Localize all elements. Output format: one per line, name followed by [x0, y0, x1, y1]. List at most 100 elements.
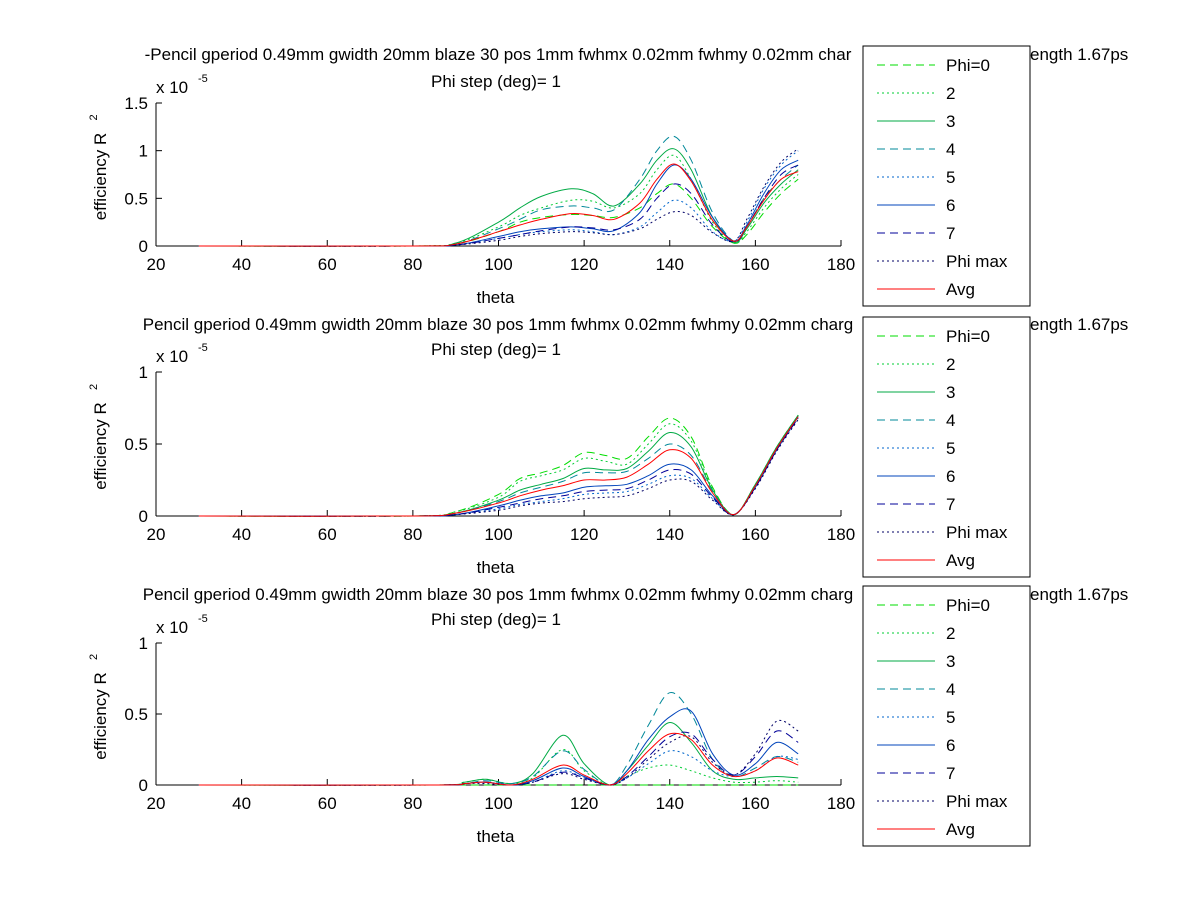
x-tick-label: 60 [318, 255, 337, 274]
y-tick-label: 0.5 [124, 189, 148, 208]
legend-label: Phi max [946, 252, 1008, 271]
legend-box [862, 585, 1031, 847]
series-line-6 [198, 708, 799, 786]
series-line-3 [198, 414, 799, 517]
legend-label: 6 [946, 736, 955, 755]
legend-label: Phi max [946, 792, 1008, 811]
legend-label: 5 [946, 708, 955, 727]
legend-label: Avg [946, 551, 975, 570]
chart-title-line2: Phi step (deg)= 1 [431, 72, 561, 91]
y-tick-label: 1.5 [124, 94, 148, 113]
x-tick-label: 180 [827, 255, 855, 274]
y-exponent-label: x 10 [156, 618, 188, 637]
x-tick-label: 40 [232, 794, 251, 813]
x-tick-label: 100 [484, 794, 512, 813]
x-tick-label: 20 [147, 794, 166, 813]
series-line-9 [198, 416, 799, 517]
series-line-7 [198, 164, 799, 247]
chart-title-line1: Pencil gperiod 0.49mm gwidth 20mm blaze … [143, 315, 854, 334]
series-line-3 [198, 148, 799, 247]
series-line-9 [198, 163, 799, 247]
legend: Phi=0 2 3 4 5 6 7 Phi max Avg [862, 316, 1031, 578]
x-tick-label: 20 [147, 525, 166, 544]
legend-label: 2 [946, 624, 955, 643]
x-tick-label: 60 [318, 525, 337, 544]
y-tick-label: 1 [139, 363, 148, 382]
series-line-2 [198, 154, 799, 247]
legend-label: 4 [946, 140, 955, 159]
y-axis-label-superscript: 2 [88, 114, 100, 120]
chart-title-line2: Phi step (deg)= 1 [431, 340, 561, 359]
x-tick-label: 160 [741, 794, 769, 813]
series-line-8 [198, 419, 799, 517]
y-axis-label: efficiency R [91, 133, 110, 221]
series-line-4 [198, 135, 799, 247]
x-tick-label: 160 [741, 255, 769, 274]
x-tick-label: 60 [318, 794, 337, 813]
legend-label: 3 [946, 652, 955, 671]
legend: Phi=0 2 3 4 5 6 7 Phi max Avg [862, 585, 1031, 847]
legend-box [862, 45, 1031, 307]
chart-panel-3: Pencil gperiod 0.49mm gwidth 20mm blaze … [88, 585, 1128, 847]
legend-label: 6 [946, 196, 955, 215]
y-tick-label: 0.5 [124, 705, 148, 724]
legend-label: 3 [946, 112, 955, 131]
y-exponent-label: x 10 [156, 78, 188, 97]
y-axis-label: efficiency R [91, 402, 110, 490]
series-line-3 [198, 721, 799, 786]
x-tick-label: 40 [232, 255, 251, 274]
legend-label: 6 [946, 467, 955, 486]
legend: Phi=0 2 3 4 5 6 7 Phi max Avg [862, 45, 1031, 307]
y-exponent-superscript: -5 [198, 73, 208, 85]
x-axis-label: theta [477, 558, 515, 577]
series-line-9 [198, 732, 799, 786]
legend-label: Avg [946, 820, 975, 839]
y-exponent-superscript: -5 [198, 342, 208, 354]
y-exponent-label: x 10 [156, 347, 188, 366]
y-tick-label: 0 [139, 776, 148, 795]
legend-label: 3 [946, 383, 955, 402]
x-tick-label: 100 [484, 255, 512, 274]
legend-label: 5 [946, 168, 955, 187]
y-axis-label-superscript: 2 [88, 654, 100, 660]
y-tick-label: 0.5 [124, 435, 148, 454]
series-line-4 [198, 416, 799, 517]
chart-title-line1: -Pencil gperiod 0.49mm gwidth 20mm blaze… [145, 45, 852, 64]
legend-label: Phi=0 [946, 56, 990, 75]
legend-box [862, 316, 1031, 578]
legend-label: 7 [946, 764, 955, 783]
x-tick-label: 20 [147, 255, 166, 274]
legend-label: 7 [946, 495, 955, 514]
x-tick-label: 80 [403, 255, 422, 274]
x-tick-label: 120 [570, 255, 598, 274]
x-tick-label: 80 [403, 525, 422, 544]
chart-panel-2: Pencil gperiod 0.49mm gwidth 20mm blaze … [88, 315, 1128, 578]
x-tick-label: 80 [403, 794, 422, 813]
chart-title-line1-tail: ength 1.67ps [1030, 585, 1128, 604]
legend-label: 2 [946, 84, 955, 103]
legend-label: 4 [946, 680, 955, 699]
chart-title-line1-tail: ength 1.67ps [1030, 315, 1128, 334]
x-tick-label: 180 [827, 794, 855, 813]
legend-label: 5 [946, 439, 955, 458]
y-tick-label: 1 [139, 142, 148, 161]
series-line-4 [198, 692, 799, 786]
series-group [198, 692, 799, 786]
x-tick-label: 120 [570, 794, 598, 813]
x-tick-label: 40 [232, 525, 251, 544]
series-line-8 [198, 719, 799, 786]
legend-label: Phi max [946, 523, 1008, 542]
x-tick-label: 140 [656, 794, 684, 813]
legend-label: 4 [946, 411, 955, 430]
x-tick-label: 100 [484, 525, 512, 544]
y-tick-label: 0 [139, 507, 148, 526]
y-axis-label: efficiency R [91, 672, 110, 760]
series-line-6 [198, 159, 799, 247]
y-tick-label: 0 [139, 237, 148, 256]
y-axis-label-superscript: 2 [88, 384, 100, 390]
series-group [198, 135, 799, 247]
legend-label: Avg [946, 280, 975, 299]
chart-panel-1: -Pencil gperiod 0.49mm gwidth 20mm blaze… [88, 45, 1128, 307]
series-group [198, 414, 799, 517]
